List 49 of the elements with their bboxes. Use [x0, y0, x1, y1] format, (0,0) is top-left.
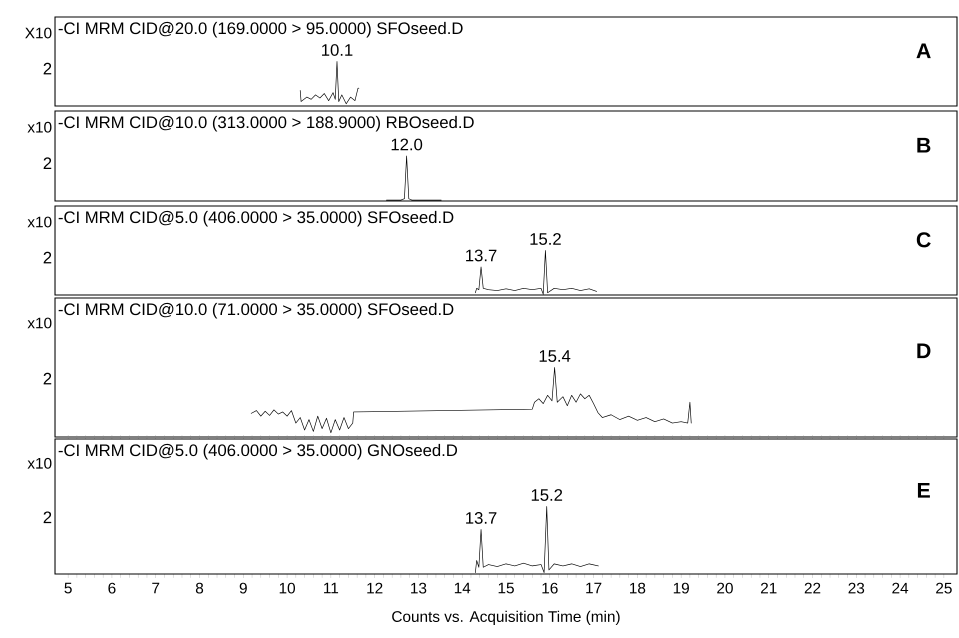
x-tick-label: 10: [280, 582, 295, 594]
annotation: 12.0: [392, 138, 422, 150]
x-tick-label: 11: [324, 582, 338, 594]
x-tick-label: 6: [108, 582, 116, 594]
chart-title: -CI MRM CID@10.0 (313.0000 > 188.9000) RBOseed.D: [58, 116, 474, 132]
chart-title: -CI MRM CID@5.0 (406.0000 > 35.0000) GNOseed.D: [58, 444, 458, 460]
annotation: 15.2: [530, 233, 561, 245]
annotation: 10.1: [322, 44, 352, 56]
text: A: [916, 43, 931, 58]
y-axis-title: x10: [28, 122, 52, 133]
x-tick-label: 15: [498, 582, 514, 594]
x-tick-label: 23: [848, 582, 864, 594]
x-tick-label: 17: [586, 582, 602, 594]
text: 2: [44, 62, 52, 74]
text: B: [917, 138, 930, 153]
text: E: [918, 482, 930, 498]
x-tick-label: 9: [240, 582, 247, 594]
y-axis-title: x10: [28, 458, 52, 469]
x-tick-label: 19: [674, 582, 689, 594]
annotation: 13.7: [466, 250, 496, 262]
x-tick-label: 21: [760, 582, 776, 594]
y-axis-title: x10: [28, 318, 52, 328]
annotation: 13.7: [466, 512, 496, 524]
x-tick-label: 5: [64, 582, 72, 594]
x-tick-label: 7: [152, 582, 160, 594]
text: 2: [44, 372, 52, 384]
x-tick-label: 13: [411, 582, 426, 594]
text: 2: [44, 511, 52, 524]
y-axis-title: X10: [25, 28, 52, 38]
chart-title: -CI MRM CID@5.0 (406.0000 > 35.0000) SFOseed.D: [58, 210, 454, 226]
x-tick-label: 16: [542, 582, 558, 594]
x-tick-label: 14: [454, 582, 470, 594]
text: 2: [44, 157, 52, 170]
text: 2: [44, 252, 52, 264]
x-tick-label: 24: [892, 582, 908, 594]
annotation: 15.4: [540, 350, 570, 362]
x-tick-label: 25: [936, 582, 952, 594]
y-axis-title: x10: [28, 216, 52, 228]
text: D: [917, 343, 930, 358]
chart-title: -CI MRM CID@20.0 (169.0000 > 95.0000) SFOseed.D: [58, 22, 463, 38]
x-axis-title: Counts vs. Acquisition Time (min): [392, 610, 620, 625]
x-tick-label: 8: [196, 582, 204, 594]
chart-title: -CI MRM CID@10.0 (71.0000 > 35.0000) SFOseed.D: [58, 302, 454, 318]
x-tick-label: 18: [630, 582, 646, 594]
x-tick-label: 12: [367, 582, 382, 594]
x-tick-label: 20: [717, 582, 733, 594]
text: C: [916, 232, 931, 248]
annotation: 15.2: [532, 489, 562, 501]
x-tick-label: 22: [804, 582, 820, 594]
